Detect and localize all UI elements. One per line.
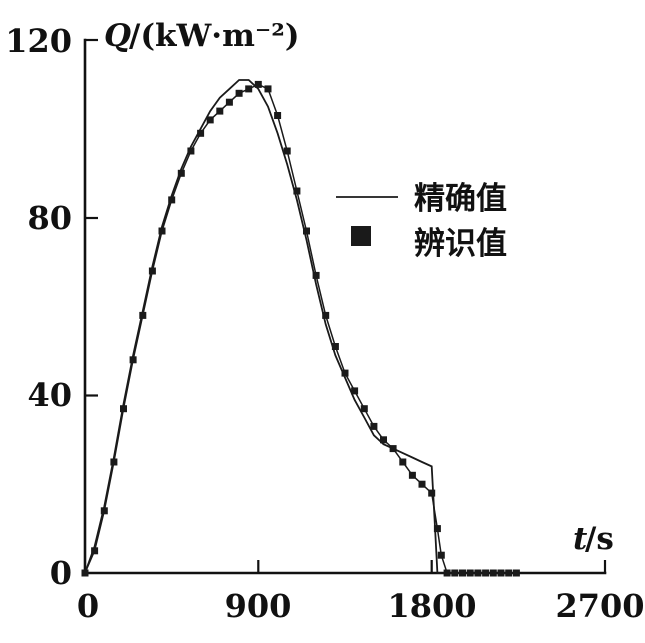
identified-curve-marker <box>100 507 108 515</box>
identified-curve-marker <box>322 311 330 319</box>
y-tick-label-120: 120 <box>5 22 72 60</box>
identified-curve-marker <box>206 116 214 124</box>
identified-curve-marker <box>245 85 253 93</box>
exact-curve-line <box>84 79 446 574</box>
legend-label-exact: 精确值 <box>414 181 507 217</box>
identified-curve-marker <box>466 569 474 577</box>
y-tick-label-40: 40 <box>27 376 72 414</box>
identified-curve-marker <box>351 387 359 395</box>
identified-curve-marker <box>312 271 320 279</box>
series-layer <box>81 79 520 577</box>
identified-curve-marker <box>303 227 310 235</box>
identified-curve-marker <box>489 569 497 577</box>
identified-curve-marker <box>225 98 233 106</box>
identified-curve-marker <box>168 196 176 204</box>
identified-curve-marker <box>474 569 482 577</box>
identified-curve-marker <box>389 445 397 453</box>
identified-curve-marker <box>235 89 243 97</box>
identified-curve-marker <box>91 547 99 555</box>
identified-curve-marker <box>497 569 505 577</box>
identified-curve-marker <box>331 343 339 350</box>
y-tick-label-0: 0 <box>50 554 72 592</box>
legend-label-identified: 辨识值 <box>414 226 507 262</box>
x-tick-label-2700: 2700 <box>555 587 644 625</box>
y-tick-label-80: 80 <box>27 199 72 237</box>
identified-curve-marker <box>512 569 520 577</box>
identified-curve-line <box>84 83 517 574</box>
identified-curve-marker <box>380 436 387 444</box>
identified-curve-marker <box>139 311 147 319</box>
identified-curve-marker <box>254 80 262 88</box>
x-axis-label-units: /s <box>585 521 614 557</box>
identified-curve-marker <box>81 569 89 577</box>
identified-curve-marker <box>177 169 185 177</box>
legend-square-sample <box>351 226 371 246</box>
identified-curve-marker <box>505 569 513 577</box>
identified-curve-marker <box>197 129 205 137</box>
identified-curve-marker <box>418 480 426 488</box>
identified-curve-marker <box>437 551 445 559</box>
x-tick-label-900: 900 <box>225 587 292 625</box>
identified-curve-marker <box>433 525 441 533</box>
y-axis-label-variable: Q <box>104 18 131 54</box>
legend: 精确值 辨识值 <box>336 181 507 262</box>
x-tick-label-1800: 1800 <box>387 587 476 625</box>
identified-curve-marker <box>283 147 291 155</box>
identified-curve-marker <box>451 569 459 577</box>
x-axis-label-variable: t <box>573 521 588 557</box>
identified-curve-marker <box>216 107 224 115</box>
identified-curve-marker <box>459 569 466 577</box>
axes <box>83 38 607 575</box>
identified-curve-marker <box>293 187 301 195</box>
identified-curve-marker <box>264 85 272 93</box>
identified-curve-marker <box>129 356 137 364</box>
identified-curve-marker <box>482 569 490 577</box>
identified-curve-marker <box>148 267 156 275</box>
identified-curve-marker <box>120 405 127 413</box>
identified-curve-marker <box>360 405 368 413</box>
identified-curve-marker <box>428 489 436 497</box>
identified-curve-marker <box>158 227 166 235</box>
identified-curve-marker <box>187 147 195 155</box>
y-axis-label-units: /(kW·m⁻²) <box>129 18 300 54</box>
identified-curve-marker <box>341 369 349 377</box>
identified-curve-marker <box>370 422 378 430</box>
identified-curve-marker <box>274 112 282 119</box>
identified-curve-marker <box>110 458 118 466</box>
identified-curve-marker <box>443 569 451 577</box>
identified-curve-marker <box>408 471 416 479</box>
x-tick-label-0: 0 <box>77 587 99 625</box>
identified-curve-marker <box>399 458 407 466</box>
